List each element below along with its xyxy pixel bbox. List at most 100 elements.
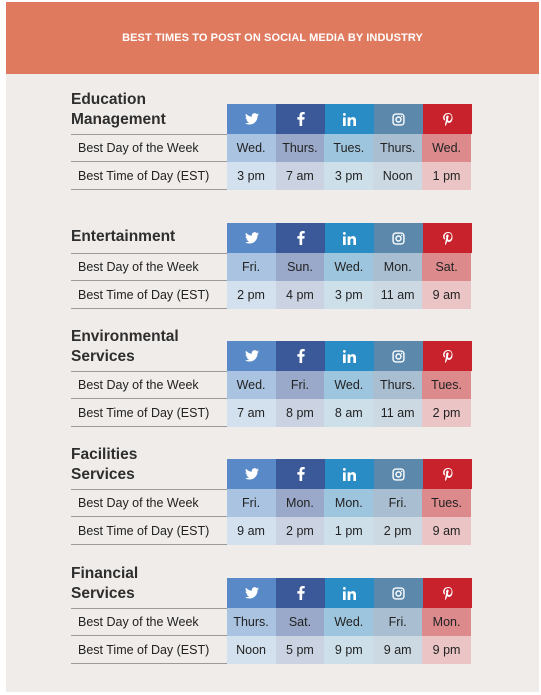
instagram-icon	[374, 341, 423, 371]
linkedin-icon	[325, 578, 374, 608]
facebook-icon	[276, 104, 325, 134]
industry-name-line: Services	[71, 466, 135, 483]
industry-name-line: Management	[71, 111, 166, 128]
value-cell: 2 pm	[422, 399, 471, 427]
best-time-row: Best Time of Day (EST) 7 am 8 pm 8 am 11 am 2…	[71, 399, 471, 427]
pinterest-icon	[423, 341, 472, 371]
linkedin-icon	[325, 341, 374, 371]
value-cell: Fri.	[373, 608, 423, 636]
best-day-row: Best Day of the Week Wed. Thurs. Tues. Thurs…	[71, 134, 471, 162]
value-cell: Noon	[226, 636, 276, 664]
facebook-icon	[276, 223, 325, 253]
row-label: Best Time of Day (EST)	[71, 636, 227, 664]
industry-name-line: Environmental	[71, 328, 179, 345]
title-banner: BEST TIMES TO POST ON SOCIAL MEDIA BY IN…	[6, 2, 539, 74]
pinterest-icon	[423, 459, 472, 489]
social-icon-header	[227, 223, 472, 253]
value-cell: 2 pm	[373, 517, 423, 545]
pinterest-icon	[423, 104, 472, 134]
row-label: Best Time of Day (EST)	[71, 517, 227, 545]
social-icon-header	[227, 104, 472, 134]
value-cell: Fri.	[275, 371, 325, 399]
value-cell: 2 pm	[275, 517, 325, 545]
value-cell: 3 pm	[324, 281, 374, 309]
value-cell: Wed.	[226, 134, 276, 162]
value-cell: 8 am	[324, 399, 374, 427]
instagram-icon	[374, 578, 423, 608]
twitter-icon	[227, 341, 276, 371]
industry-name: Financial Services	[71, 564, 138, 604]
social-icon-header	[227, 578, 472, 608]
value-cell: 8 pm	[275, 399, 325, 427]
row-label: Best Day of the Week	[71, 489, 227, 517]
value-cell: Noon	[373, 162, 423, 190]
value-cell: 7 am	[226, 399, 276, 427]
value-cell: Thurs.	[373, 371, 423, 399]
value-cell: 1 pm	[422, 162, 471, 190]
value-cell: Wed.	[324, 608, 374, 636]
value-cell: Mon.	[422, 608, 471, 636]
best-time-row: Best Time of Day (EST) 3 pm 7 am 3 pm Noon 1 …	[71, 162, 471, 190]
best-day-row: Best Day of the Week Thurs. Sat. Wed. Fri. Mo…	[71, 608, 471, 636]
industry-name-line: Education	[71, 91, 146, 108]
facebook-icon	[276, 459, 325, 489]
value-cell: Tues.	[422, 371, 471, 399]
value-cell: 7 am	[275, 162, 325, 190]
facebook-icon	[276, 578, 325, 608]
linkedin-icon	[325, 223, 374, 253]
value-cell: 3 pm	[324, 162, 374, 190]
value-cell: Thurs.	[226, 608, 276, 636]
instagram-icon	[374, 104, 423, 134]
value-cell: 9 pm	[422, 636, 471, 664]
industry-name: Environmental Services	[71, 327, 179, 367]
value-cell: Wed.	[324, 253, 374, 281]
pinterest-icon	[423, 578, 472, 608]
social-icon-header	[227, 459, 472, 489]
industry-name-line: Services	[71, 348, 135, 365]
value-cell: 1 pm	[324, 517, 374, 545]
industry-name-line: Entertainment	[71, 228, 176, 245]
value-cell: 11 am	[373, 399, 423, 427]
value-cell: Fri.	[226, 253, 276, 281]
linkedin-icon	[325, 104, 374, 134]
linkedin-icon	[325, 459, 374, 489]
social-icon-header	[227, 341, 472, 371]
best-day-row: Best Day of the Week Fri. Sun. Wed. Mon. Sat.	[71, 253, 471, 281]
value-cell: Sat.	[275, 608, 325, 636]
value-cell: 5 pm	[275, 636, 325, 664]
twitter-icon	[227, 578, 276, 608]
value-cell: Sat.	[422, 253, 471, 281]
row-label: Best Day of the Week	[71, 134, 227, 162]
value-cell: Wed.	[422, 134, 471, 162]
value-cell: 9 am	[373, 636, 423, 664]
pinterest-icon	[423, 223, 472, 253]
industry-name: Education Management	[71, 90, 166, 130]
twitter-icon	[227, 223, 276, 253]
value-cell: Wed.	[226, 371, 276, 399]
facebook-icon	[276, 341, 325, 371]
best-time-row: Best Time of Day (EST) 2 pm 4 pm 3 pm 11 am 9…	[71, 281, 471, 309]
row-label: Best Day of the Week	[71, 608, 227, 636]
value-cell: 9 am	[226, 517, 276, 545]
value-cell: 3 pm	[226, 162, 276, 190]
industry-name-line: Financial	[71, 565, 139, 582]
value-cell: Tues.	[324, 134, 374, 162]
industry-name: Facilities Services	[71, 445, 137, 485]
value-cell: Thurs.	[373, 134, 423, 162]
value-cell: Fri.	[373, 489, 423, 517]
row-label: Best Time of Day (EST)	[71, 162, 227, 190]
twitter-icon	[227, 459, 276, 489]
value-cell: 4 pm	[275, 281, 325, 309]
value-cell: 11 am	[373, 281, 423, 309]
row-label: Best Day of the Week	[71, 371, 227, 399]
instagram-icon	[374, 223, 423, 253]
value-cell: Sun.	[275, 253, 325, 281]
value-cell: Mon.	[275, 489, 325, 517]
row-label: Best Time of Day (EST)	[71, 399, 227, 427]
industry-name-line: Services	[71, 585, 135, 602]
twitter-icon	[227, 104, 276, 134]
value-cell: Tues.	[422, 489, 471, 517]
best-time-row: Best Time of Day (EST) 9 am 2 pm 1 pm 2 pm 9 …	[71, 517, 471, 545]
value-cell: 2 pm	[226, 281, 276, 309]
industry-name-line: Facilities	[71, 446, 138, 463]
